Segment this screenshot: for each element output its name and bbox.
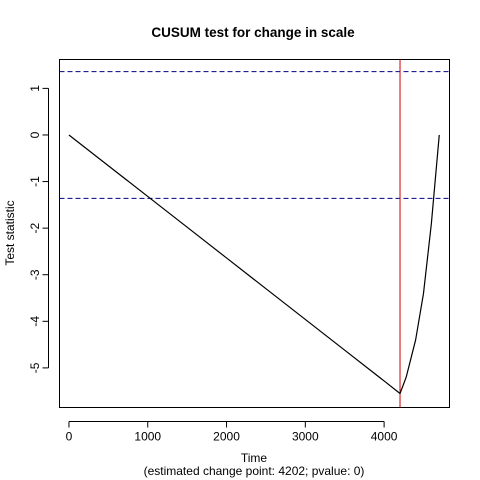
y-axis: 1 0 -1 -2 -3 -4 -5 xyxy=(28,85,49,373)
plot-frame xyxy=(59,59,450,408)
series-line-0 xyxy=(68,134,440,395)
y-tick-label: -3 xyxy=(28,269,42,280)
x-tick-label: 1000 xyxy=(134,430,161,444)
x-tick-label: 0 xyxy=(66,430,73,444)
y-tick-label: 1 xyxy=(28,85,42,92)
y-axis-label: Test statistic xyxy=(3,200,17,265)
y-tick-label: -4 xyxy=(28,316,42,327)
y-tick-label: -2 xyxy=(28,222,42,233)
x-tick-label: 3000 xyxy=(292,430,319,444)
x-axis-label: Time xyxy=(241,451,268,465)
x-axis-sublabel: (estimated change point: 4202; pvalue: 0… xyxy=(144,464,365,478)
plot-area xyxy=(59,59,450,408)
y-tick-label: -5 xyxy=(28,362,42,373)
reference-lines-horizontal xyxy=(59,71,450,199)
chart-title: CUSUM test for change in scale xyxy=(151,25,355,40)
y-tick-label: 0 xyxy=(28,131,42,138)
series-layer xyxy=(68,134,440,395)
x-axis: 0 1000 2000 3000 4000 xyxy=(66,421,398,444)
y-tick-label: -1 xyxy=(28,176,42,187)
x-tick-label: 4000 xyxy=(371,430,398,444)
x-tick-label: 2000 xyxy=(213,430,240,444)
